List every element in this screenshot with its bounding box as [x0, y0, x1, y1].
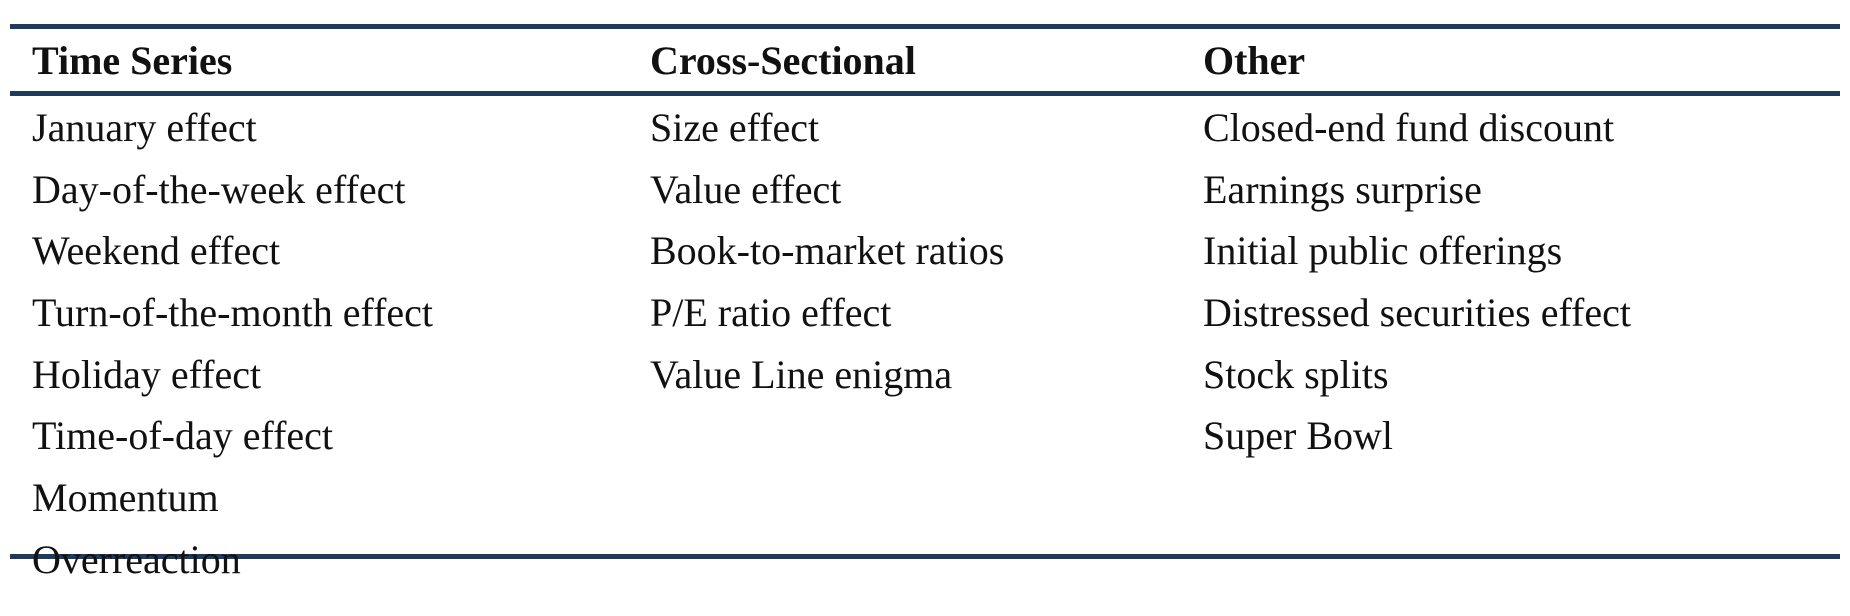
table-cell: Value Line enigma	[650, 351, 953, 397]
table-cell: Day-of-the-week effect	[32, 166, 406, 212]
header-other: Other	[1203, 38, 1306, 83]
header-time-series: Time Series	[32, 38, 233, 83]
table-cell: P/E ratio effect	[650, 290, 892, 336]
table-cell: Super Bowl	[1203, 413, 1393, 459]
table-cell: Stock splits	[1203, 351, 1389, 397]
table-cell: Book-to-market ratios	[650, 228, 1005, 274]
table-body: January effect Day-of-the-week effect We…	[10, 96, 1840, 582]
bottom-rule	[10, 554, 1840, 559]
table-cell: Closed-end fund discount	[1203, 105, 1615, 150]
table-cell: Value effect	[650, 166, 842, 212]
header-rule	[10, 91, 1840, 96]
table-cell: Turn-of-the-month effect	[32, 290, 434, 336]
top-rule	[10, 24, 1840, 29]
table-cell: Momentum	[32, 475, 219, 521]
table-cell: Weekend effect	[32, 228, 281, 274]
table-cell: Size effect	[650, 105, 820, 150]
anomalies-table: Time Series Cross-Sectional Other Januar…	[10, 24, 1840, 582]
table-cell: Earnings surprise	[1203, 166, 1482, 212]
table-cell: Overreaction	[32, 536, 241, 582]
table-cell: Holiday effect	[32, 351, 262, 397]
table-cell: Time-of-day effect	[32, 413, 334, 459]
time-series-column: January effect Day-of-the-week effect We…	[32, 105, 433, 599]
header-cross-sectional: Cross-Sectional	[650, 38, 916, 83]
table-cell: Distressed securities effect	[1203, 290, 1631, 336]
other-column: Closed-end fund discount Earnings surpri…	[1203, 105, 1631, 475]
table-cell: Initial public offerings	[1203, 228, 1563, 274]
header-row: Time Series Cross-Sectional Other	[10, 29, 1840, 91]
table-cell: January effect	[32, 105, 257, 150]
cross-sectional-column: Size effect Value effect Book-to-market …	[650, 105, 1004, 413]
